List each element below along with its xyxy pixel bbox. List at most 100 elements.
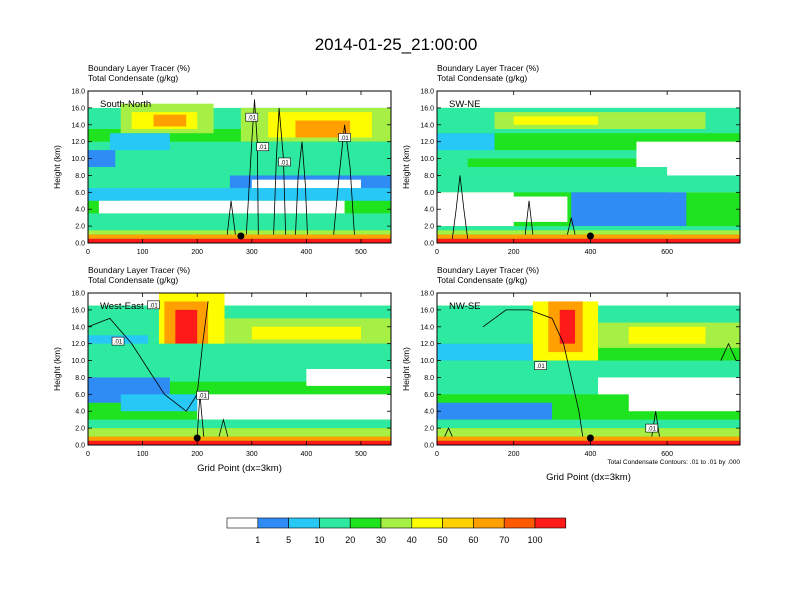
y-tick-label: 12.0 [71,139,85,146]
colorbar-swatch [442,517,474,529]
shaded-band [513,116,599,125]
shaded-band [88,150,116,167]
y-tick-label: 16.0 [71,307,85,314]
condensate-contour [88,301,209,412]
x-tick-label: 200 [191,451,203,458]
shaded-band [120,200,252,210]
x-tick-label: 500 [355,249,367,256]
contour-label: .01 [149,303,158,309]
condensate-contour [482,309,584,437]
shaded-band [437,428,740,437]
shaded-band [88,428,391,437]
colorbar-label: 100 [527,535,542,545]
colorbar-swatch [380,517,413,529]
field-shading [88,91,391,243]
shaded-band [88,188,391,201]
y-tick-label: 16.0 [71,105,85,112]
contour-label: .01 [280,160,289,166]
y-tick-label: 6.0 [75,190,85,197]
y-tick-label: 4.0 [424,409,434,416]
shaded-band [88,230,391,235]
shaded-band [109,133,170,151]
x-tick-label: 0 [86,451,90,458]
y-tick-label: 8.0 [424,375,434,382]
contour-label-box [338,133,351,142]
plot-frame [87,292,392,446]
contour-label: .01 [340,136,349,142]
y-axis-label: Height (km) [401,145,411,189]
y-tick-label: 2.0 [424,224,434,231]
condensate-contour [245,99,259,235]
shaded-band [437,91,740,108]
shaded-band [437,226,740,231]
contours [451,175,576,239]
y-tick-label: 14.0 [71,122,85,129]
shaded-band [306,369,391,386]
x-axis-label: Grid Point (dx=3km) [546,472,631,483]
y-tick-label: 18.0 [420,89,434,96]
contour-label-box [147,300,160,310]
x-tick-label: 600 [661,249,673,256]
y-tick-label: 2.0 [424,426,434,433]
x-tick-label: 100 [137,451,149,458]
x-tick-label: 400 [301,451,313,458]
x-tick-label: 400 [585,451,597,458]
panel-title-line: Boundary Layer Tracer (%) [88,63,190,73]
panel-sw-ne: 0.0 2.0 4.0 6.0 8.0 10.0 12.0 14.0 16.0 18.0 0 200 4… [401,63,741,256]
x-tick-label: 0 [86,249,90,256]
y-tick-label: 10.0 [420,358,434,365]
panel-south-north: .01 .01 .01 .01 0.0 2.0 4.0 6.0 8.0 10.0 12.0 14.0 1… [52,63,392,256]
shaded-band [628,385,740,412]
y-tick-label: 2.0 [75,224,85,231]
colorbar-swatch [411,517,443,529]
panel-label: SW-NE [449,99,481,110]
condensate-contour [720,342,737,361]
y-tick-label: 14.0 [71,324,85,331]
x-tick-label: 200 [191,249,203,256]
shaded-band [437,175,740,193]
x-tick-label: 400 [585,249,597,256]
plot-frame [87,90,392,244]
shaded-band [437,419,740,429]
x-tick-label: 600 [661,451,673,458]
shaded-band [437,238,740,243]
colorbar-label: 10 [314,535,324,545]
colorbar-swatch [226,517,259,529]
shaded-band [437,293,740,306]
panel-west-east: .01 .01 .01 0.0 2.0 4.0 6.0 8.0 10.0 12.0 14.0 16.0… [52,265,392,474]
contour-label-box [245,112,259,122]
shaded-band [153,114,187,127]
shaded-band [175,309,198,344]
field-shading [437,293,740,445]
colorbar-swatch [503,517,536,529]
condensate-contour [218,418,229,437]
colorbar-label: 5 [286,535,291,545]
y-tick-label: 8.0 [424,173,434,180]
contour-label: .01 [259,145,268,151]
y-tick-label: 12.0 [420,341,434,348]
colorbar-swatch [288,517,320,529]
shaded-band [251,179,361,189]
shaded-band [88,213,391,231]
y-tick-label: 4.0 [424,207,434,214]
shaded-band [437,402,553,420]
field-shading [437,91,740,243]
location-marker [586,434,594,442]
location-marker [193,434,201,442]
y-axis-label: Height (km) [401,347,411,391]
location-marker [237,232,245,240]
plot-frame [436,90,741,244]
condensate-contour [444,427,453,437]
panel-title-line: Total Condensate (g/kg) [437,275,527,285]
shaded-band [251,326,361,340]
y-tick-label: 8.0 [75,375,85,382]
x-tick-label: 100 [137,249,149,256]
panel-title-line: Boundary Layer Tracer (%) [88,265,190,275]
contour-label: .01 [248,116,257,122]
contour-label-box [534,361,547,370]
x-tick-label: 500 [355,451,367,458]
plot-frame [436,292,741,446]
x-tick-label: 0 [435,451,439,458]
shaded-band [467,158,637,167]
